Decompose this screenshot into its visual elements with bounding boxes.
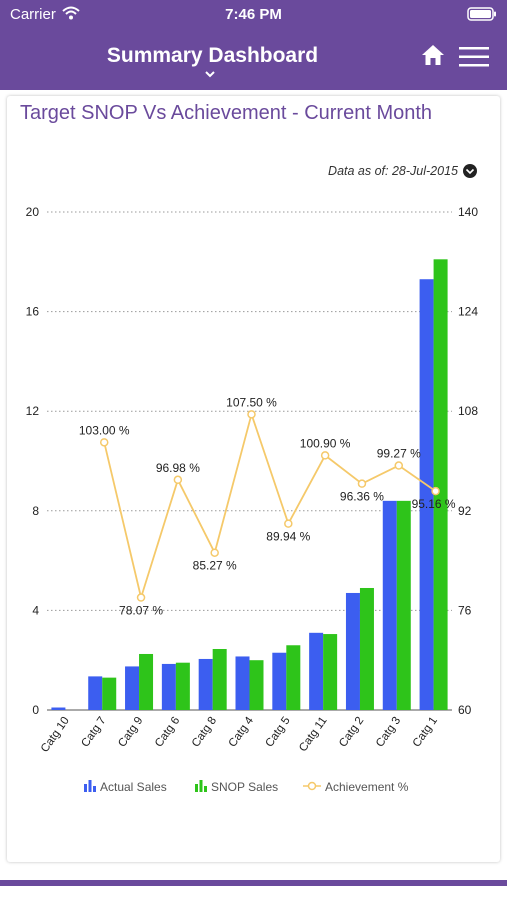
combo-chart: 0 60 4 76 8 92 12 108 16 124 20 140 Catg 10 Catg 7 Cat… bbox=[26, 205, 479, 755]
x-tick-label: Catg 10 bbox=[39, 715, 72, 755]
x-tick-label: Catg 4 bbox=[227, 714, 257, 749]
bar-actual-sales bbox=[235, 656, 250, 710]
bar-actual-sales bbox=[345, 592, 360, 710]
legend-label-actual: Actual Sales bbox=[100, 780, 167, 794]
bar-actual-sales bbox=[419, 279, 434, 710]
achievement-data-label: 96.36 % bbox=[340, 490, 384, 504]
data-as-of-label[interactable]: Data as of: 28-Jul-2015 bbox=[328, 164, 458, 178]
bar-actual-sales bbox=[161, 663, 176, 710]
achievement-point bbox=[99, 438, 109, 447]
y-right-tick-label: 108 bbox=[458, 404, 478, 418]
bar-actual-sales bbox=[382, 500, 397, 710]
bar-actual-sales bbox=[51, 707, 66, 710]
y-left-tick-label: 4 bbox=[32, 603, 39, 617]
achievement-point bbox=[247, 410, 256, 419]
carrier-label: Carrier bbox=[10, 6, 56, 23]
bar-chart-icon bbox=[195, 780, 207, 792]
bar-actual-sales bbox=[88, 676, 103, 710]
achievement-data-label: 103.00 % bbox=[79, 423, 130, 437]
y-right-tick-label: 140 bbox=[458, 205, 478, 219]
bar-actual-sales bbox=[125, 666, 140, 710]
legend-label-snop: SNOP Sales bbox=[211, 780, 279, 794]
x-tick-label: Catg 7 bbox=[79, 715, 108, 750]
x-tick-label: Catg 8 bbox=[190, 715, 219, 750]
chart-legend: Actual Sales SNOP Sales Achievement % bbox=[7, 780, 500, 800]
bar-chart-icon bbox=[84, 780, 96, 792]
y-left-tick-label: 20 bbox=[26, 205, 40, 219]
x-tick-label: Catg 1 bbox=[411, 715, 440, 750]
achievement-data-label: 99.27 % bbox=[377, 447, 421, 461]
achievement-line bbox=[103, 411, 437, 601]
y-right-tick-label: 76 bbox=[458, 603, 472, 617]
achievement-data-label: 96.98 % bbox=[156, 461, 200, 475]
achievement-point bbox=[320, 451, 330, 460]
legend-item-snop[interactable]: SNOP Sales bbox=[195, 780, 278, 794]
y-right-tick-label: 92 bbox=[458, 504, 472, 518]
dropdown-circle-icon[interactable] bbox=[463, 164, 477, 178]
y-right-tick-label: 124 bbox=[458, 305, 478, 319]
x-tick-label: Catg 6 bbox=[153, 715, 182, 750]
wifi-icon bbox=[62, 6, 80, 20]
page-title[interactable]: Summary Dashboard bbox=[106, 44, 319, 67]
top-bar: Carrier 7:46 PM Summary Dashboard bbox=[0, 0, 507, 90]
bar-snop-sales bbox=[175, 662, 190, 710]
home-icon[interactable] bbox=[421, 44, 445, 66]
bar-snop-sales bbox=[249, 660, 264, 710]
achievement-data-label: 100.90 % bbox=[300, 436, 351, 450]
y-right-tick-label: 60 bbox=[458, 703, 472, 717]
bar-snop-sales bbox=[212, 648, 227, 710]
chart-card: Target SNOP Vs Achievement - Current Mon… bbox=[7, 96, 500, 862]
y-left-tick-label: 16 bbox=[26, 305, 40, 319]
legend-label-achievement: Achievement % bbox=[325, 780, 409, 794]
bar-snop-sales bbox=[396, 500, 411, 710]
x-tick-label: Catg 3 bbox=[374, 715, 403, 750]
x-tick-label: Catg 5 bbox=[264, 715, 293, 750]
line-marker-icon bbox=[303, 781, 321, 791]
x-tick-label: Catg 2 bbox=[337, 715, 366, 750]
bar-snop-sales bbox=[433, 259, 448, 710]
bottom-bar bbox=[0, 880, 507, 886]
achievement-data-label: 95.16 % bbox=[412, 497, 456, 511]
y-left-tick-label: 12 bbox=[26, 404, 40, 418]
achievement-data-label: 78.07 % bbox=[119, 604, 163, 618]
bar-snop-sales bbox=[286, 645, 301, 710]
achievement-data-label: 107.50 % bbox=[226, 395, 277, 409]
achievement-point bbox=[431, 486, 440, 496]
legend-item-achievement[interactable]: Achievement % bbox=[303, 780, 408, 794]
card-title: Target SNOP Vs Achievement - Current Mon… bbox=[20, 102, 433, 124]
achievement-point bbox=[284, 519, 293, 528]
bar-snop-sales bbox=[359, 587, 374, 710]
chevron-down-icon[interactable] bbox=[204, 70, 216, 78]
status-time: 7:46 PM bbox=[225, 6, 282, 23]
achievement-point bbox=[136, 593, 146, 602]
y-left-tick-label: 8 bbox=[32, 504, 39, 518]
achievement-data-label: 89.94 % bbox=[266, 530, 310, 544]
bar-actual-sales bbox=[198, 658, 213, 710]
bar-snop-sales bbox=[323, 634, 338, 710]
achievement-point bbox=[394, 461, 404, 470]
hamburger-menu-icon[interactable] bbox=[459, 46, 489, 68]
achievement-point bbox=[210, 548, 219, 557]
x-tick-label: Catg 9 bbox=[116, 715, 145, 750]
y-left-tick-label: 0 bbox=[32, 703, 39, 717]
achievement-point bbox=[357, 479, 367, 488]
x-tick-label: Catg 11 bbox=[297, 715, 329, 754]
bar-snop-sales bbox=[139, 653, 154, 710]
bar-snop-sales bbox=[102, 677, 117, 710]
legend-item-actual[interactable]: Actual Sales bbox=[84, 780, 167, 794]
bar-actual-sales bbox=[272, 652, 287, 710]
achievement-point bbox=[173, 475, 183, 485]
achievement-data-label: 85.27 % bbox=[193, 559, 237, 573]
battery-icon bbox=[467, 7, 496, 21]
bar-actual-sales bbox=[309, 632, 324, 710]
